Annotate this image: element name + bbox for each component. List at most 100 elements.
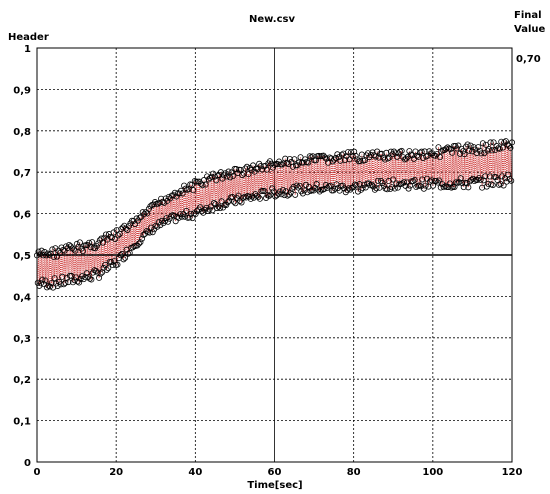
data-point bbox=[64, 245, 71, 252]
data-point bbox=[384, 155, 391, 162]
data-point bbox=[435, 144, 442, 151]
data-point bbox=[250, 162, 257, 169]
data-point bbox=[135, 217, 142, 224]
chart-title: New.csv bbox=[249, 14, 295, 25]
data-point bbox=[282, 155, 289, 162]
data-point bbox=[94, 269, 101, 276]
data-point bbox=[427, 178, 434, 185]
data-point bbox=[257, 163, 264, 170]
y-tick-label: 0 bbox=[24, 458, 31, 469]
data-point bbox=[482, 173, 489, 180]
data-point bbox=[406, 148, 413, 155]
data-point bbox=[459, 180, 466, 187]
data-point bbox=[112, 235, 119, 242]
data-point bbox=[97, 270, 104, 277]
data-point bbox=[346, 156, 353, 163]
data-point bbox=[387, 186, 394, 193]
data-point bbox=[159, 198, 166, 205]
data-point bbox=[307, 187, 314, 194]
data-point bbox=[155, 219, 162, 226]
data-point bbox=[225, 168, 232, 175]
data-point bbox=[245, 171, 252, 178]
data-point bbox=[114, 261, 121, 268]
data-point bbox=[182, 185, 189, 192]
data-point bbox=[135, 240, 142, 247]
data-point bbox=[455, 142, 462, 149]
data-point bbox=[500, 182, 507, 189]
data-point bbox=[321, 185, 328, 192]
data-point bbox=[413, 184, 420, 191]
data-point bbox=[447, 146, 454, 153]
data-point bbox=[121, 222, 128, 229]
data-point bbox=[137, 239, 144, 246]
data-point bbox=[124, 226, 131, 233]
data-point bbox=[400, 179, 407, 186]
data-point bbox=[65, 279, 72, 286]
y-tick-label: 0,5 bbox=[13, 251, 31, 262]
data-point bbox=[215, 203, 222, 210]
data-point bbox=[209, 207, 216, 214]
data-point bbox=[210, 200, 217, 207]
data-point bbox=[478, 150, 485, 157]
data-point bbox=[266, 192, 273, 199]
data-point bbox=[465, 184, 472, 191]
data-point bbox=[183, 207, 190, 214]
data-point bbox=[179, 190, 186, 197]
data-point bbox=[492, 174, 499, 181]
data-point bbox=[403, 155, 410, 162]
data-point bbox=[373, 185, 380, 192]
data-series bbox=[34, 138, 515, 291]
data-point bbox=[218, 198, 225, 205]
data-point bbox=[158, 195, 165, 202]
data-point bbox=[499, 173, 506, 180]
data-point bbox=[226, 197, 233, 204]
data-point bbox=[416, 182, 423, 189]
data-point bbox=[453, 145, 460, 152]
data-point bbox=[152, 222, 159, 229]
data-point bbox=[482, 141, 489, 148]
data-point bbox=[449, 149, 456, 156]
data-point bbox=[341, 185, 348, 192]
data-point bbox=[390, 176, 397, 183]
data-point bbox=[269, 185, 276, 192]
data-point bbox=[167, 195, 174, 202]
x-axis-label: Time[sec] bbox=[247, 480, 302, 491]
data-point bbox=[375, 154, 382, 161]
data-point bbox=[181, 182, 188, 189]
data-point bbox=[224, 199, 231, 206]
x-tick-label: 40 bbox=[188, 467, 202, 478]
data-point bbox=[380, 154, 387, 161]
data-point bbox=[296, 182, 303, 189]
data-point bbox=[357, 157, 364, 164]
y-tick-labels: 0 0,1 0,2 0,3 0,4 0,5 0,6 0,7 0,8 0,9 1 bbox=[13, 44, 31, 469]
data-point bbox=[422, 182, 429, 189]
data-point bbox=[446, 180, 453, 187]
data-point bbox=[459, 148, 466, 155]
data-point bbox=[96, 274, 103, 281]
data-point bbox=[487, 139, 494, 146]
data-point bbox=[138, 235, 145, 242]
data-point bbox=[268, 160, 275, 167]
data-point bbox=[83, 270, 90, 277]
data-point bbox=[356, 181, 363, 188]
data-point bbox=[309, 153, 316, 160]
data-point bbox=[151, 199, 158, 206]
data-point bbox=[206, 206, 213, 213]
data-point bbox=[263, 166, 270, 173]
y-tick-label: 0,6 bbox=[13, 210, 31, 221]
data-point bbox=[508, 177, 515, 184]
data-point bbox=[202, 181, 209, 188]
data-point bbox=[197, 204, 204, 211]
data-point bbox=[105, 265, 112, 272]
data-point bbox=[302, 181, 309, 188]
data-point bbox=[498, 138, 505, 145]
data-point bbox=[37, 280, 44, 287]
data-point bbox=[341, 157, 348, 164]
data-point bbox=[188, 181, 195, 188]
data-point bbox=[118, 225, 125, 232]
data-point bbox=[171, 189, 178, 196]
x-tick-labels: 0 20 40 60 80 100 120 bbox=[34, 467, 523, 478]
data-point bbox=[305, 159, 312, 166]
data-point bbox=[142, 208, 149, 215]
